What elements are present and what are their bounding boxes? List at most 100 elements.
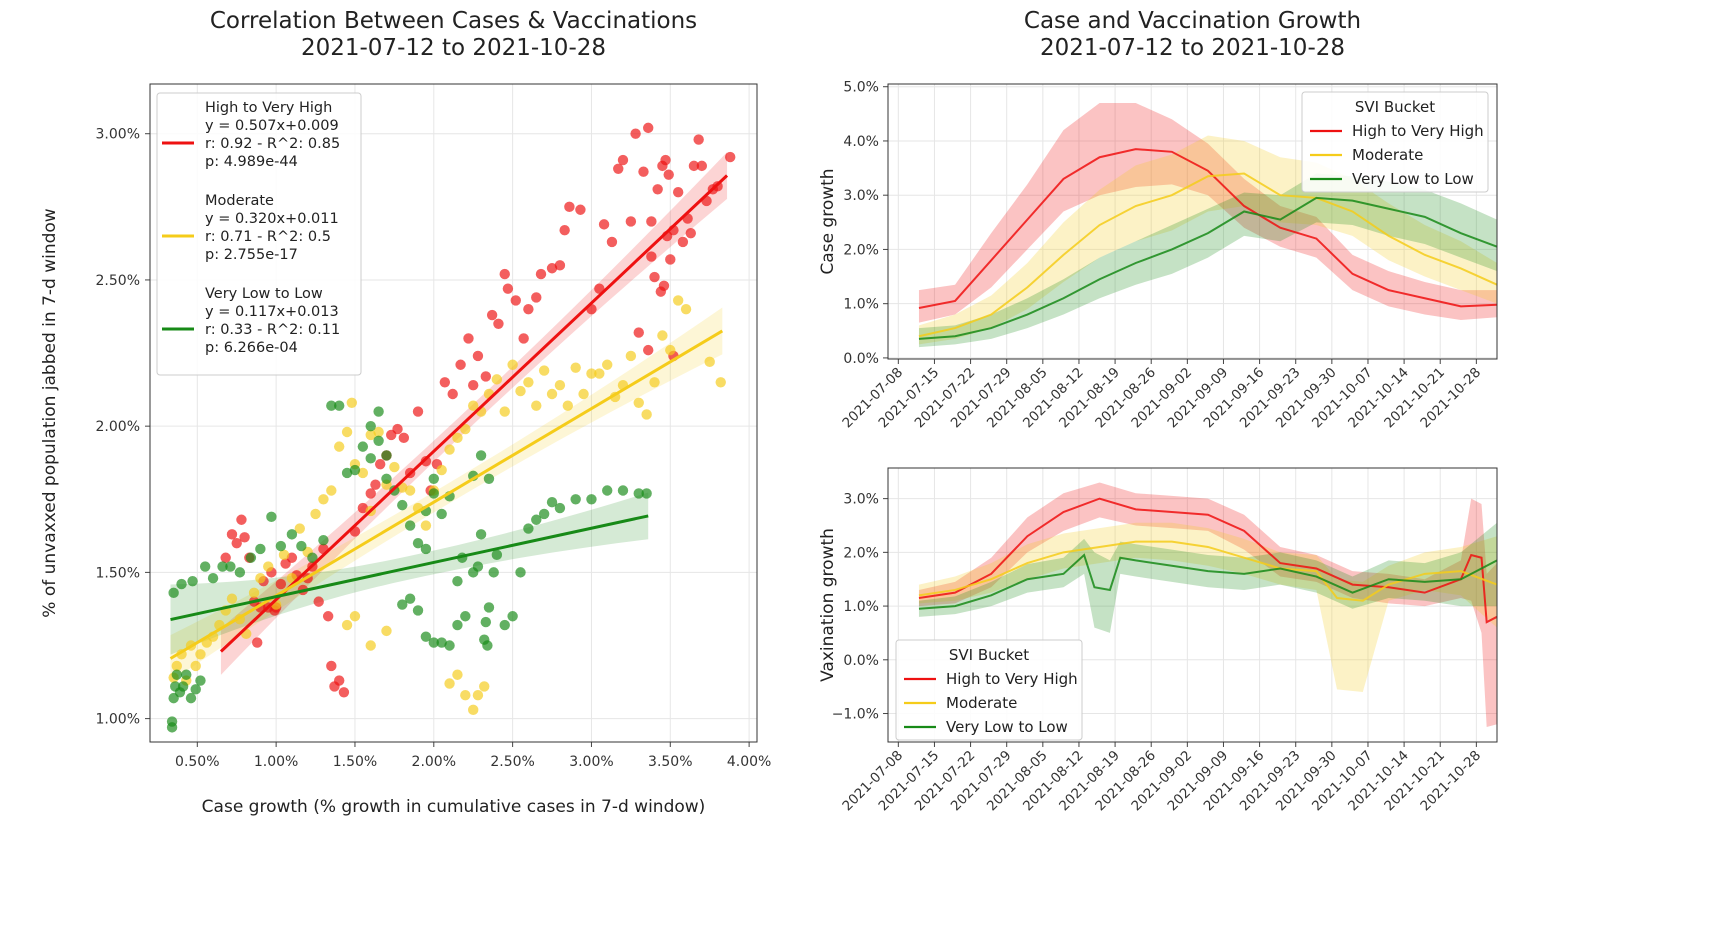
legend-box bbox=[895, 639, 1083, 741]
y-tick-label: 0.0% bbox=[843, 653, 879, 669]
scatter-point bbox=[531, 400, 542, 411]
scatter-point bbox=[365, 488, 376, 499]
y-axis-label: % of unvaxxed population jabbed in 7-d w… bbox=[40, 208, 60, 618]
scatter-point bbox=[578, 388, 589, 400]
legend-label: Very Low to Low bbox=[946, 718, 1068, 736]
scatter-point bbox=[660, 154, 671, 166]
scatter-point bbox=[322, 611, 334, 622]
scatter-point bbox=[538, 365, 550, 376]
plot-frame bbox=[887, 467, 1498, 743]
legend-label: r: 0.71 - R^2: 0.5 bbox=[205, 229, 331, 245]
scatter-point bbox=[523, 523, 534, 534]
scatter-point bbox=[412, 406, 424, 417]
legend-label: Moderate bbox=[946, 694, 1017, 712]
legend-label: r: 0.33 - R^2: 0.11 bbox=[205, 322, 340, 338]
scatter-point bbox=[370, 479, 381, 490]
scatter-point bbox=[606, 236, 618, 248]
scatter-point bbox=[397, 599, 408, 610]
chart-title: 2021-07-12 to 2021-10-28 bbox=[1040, 35, 1345, 61]
scatter-point bbox=[436, 637, 447, 648]
series-line bbox=[918, 553, 1498, 610]
scatter-point bbox=[665, 254, 676, 265]
regression-line bbox=[169, 329, 724, 660]
scatter-point bbox=[483, 602, 495, 613]
scatter-point bbox=[234, 567, 246, 578]
scatter-point bbox=[381, 625, 392, 637]
x-tick-label: 2.00% bbox=[412, 754, 456, 770]
scatter-point bbox=[559, 225, 570, 236]
scatter-point bbox=[649, 377, 660, 388]
scatter-point bbox=[255, 573, 266, 584]
y-tick-label: 1.00% bbox=[96, 712, 140, 728]
scatter-point bbox=[452, 669, 463, 680]
scatter-point bbox=[480, 616, 492, 628]
scatter-point bbox=[357, 467, 369, 479]
scatter-point bbox=[546, 263, 558, 274]
scatter-point bbox=[420, 520, 432, 531]
scatter-point bbox=[482, 640, 493, 651]
y-tick-label: 1.0% bbox=[843, 297, 879, 313]
x-tick-label: 3.50% bbox=[648, 754, 692, 770]
scatter-point bbox=[502, 283, 514, 294]
scatter-point bbox=[663, 169, 674, 180]
scatter-point bbox=[428, 637, 439, 648]
scatter-point bbox=[346, 397, 358, 408]
legend-label: Very Low to Low bbox=[1352, 170, 1474, 188]
scatter-point bbox=[633, 488, 644, 499]
scatter-point bbox=[341, 467, 353, 479]
scatter-point bbox=[499, 268, 510, 280]
scatter-point bbox=[554, 502, 566, 514]
scatter-point bbox=[404, 520, 416, 531]
scatter-point bbox=[226, 593, 238, 604]
scatter-point bbox=[546, 496, 558, 508]
y-tick-label: −1.0% bbox=[832, 707, 879, 723]
scatter-point bbox=[199, 561, 211, 572]
scatter-point bbox=[455, 359, 466, 370]
scatter-point bbox=[420, 456, 432, 467]
scatter-point bbox=[598, 219, 610, 230]
scatter-point bbox=[685, 227, 696, 239]
scatter-point bbox=[341, 426, 353, 438]
scatter-point bbox=[168, 587, 179, 599]
scatter-point bbox=[195, 675, 206, 686]
chart-title: Correlation Between Cases & Vaccinations bbox=[210, 8, 697, 34]
x-tick-label: 2.50% bbox=[490, 754, 534, 770]
scatter-point bbox=[357, 502, 369, 514]
scatter-point bbox=[263, 561, 274, 572]
scatter-point bbox=[724, 151, 736, 163]
x-tick-label: 0.50% bbox=[175, 754, 219, 770]
scatter-point bbox=[275, 578, 287, 590]
y-tick-label: 3.0% bbox=[843, 188, 879, 204]
scatter-point bbox=[507, 611, 518, 622]
y-axis-label: Vaxination growth bbox=[818, 528, 838, 682]
scatter-point bbox=[444, 444, 455, 455]
scatter-point bbox=[594, 368, 605, 379]
scatter-point bbox=[444, 640, 455, 651]
scatter-point bbox=[575, 204, 586, 215]
scatter-point bbox=[672, 295, 684, 306]
scatter-point bbox=[447, 388, 458, 400]
scatter-point bbox=[480, 371, 492, 382]
y-tick-label: 3.00% bbox=[96, 127, 140, 143]
scatter-point bbox=[535, 268, 547, 280]
scatter-point bbox=[515, 385, 526, 397]
scatter-point bbox=[444, 678, 455, 689]
x-tick-label: 3.00% bbox=[569, 754, 613, 770]
scatter-point bbox=[420, 543, 432, 555]
scatter-point bbox=[452, 575, 463, 587]
scatter-point bbox=[696, 160, 708, 172]
scatter-point bbox=[523, 377, 534, 388]
y-tick-label: 0.0% bbox=[843, 351, 879, 367]
scatter-point bbox=[460, 611, 471, 622]
scatter-point bbox=[252, 637, 263, 648]
scatter-point bbox=[518, 333, 529, 344]
scatter-chart: Correlation Between Cases & Vaccinations… bbox=[40, 8, 771, 817]
scatter-point bbox=[472, 350, 484, 362]
scatter-point bbox=[412, 537, 424, 549]
y-tick-label: 2.00% bbox=[96, 419, 140, 435]
legend-label: p: 6.266e-04 bbox=[205, 340, 298, 356]
scatter-point bbox=[349, 611, 361, 622]
scatter-point bbox=[389, 461, 400, 473]
scatter-point bbox=[646, 216, 657, 227]
